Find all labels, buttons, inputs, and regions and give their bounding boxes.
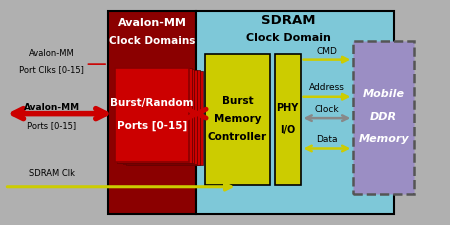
Text: Clock Domain: Clock Domain: [246, 33, 330, 43]
Bar: [196, 11, 394, 214]
Bar: [108, 11, 196, 214]
Text: Avalon-MM: Avalon-MM: [29, 50, 75, 58]
Text: Controller: Controller: [208, 132, 267, 142]
Text: Ports [0-15]: Ports [0-15]: [117, 121, 187, 131]
Text: Memory: Memory: [358, 135, 409, 144]
Text: Avalon-MM: Avalon-MM: [117, 18, 186, 27]
Text: Burst/Random: Burst/Random: [110, 98, 194, 108]
Text: SDRAM Clk: SDRAM Clk: [29, 169, 75, 178]
Text: Clock: Clock: [315, 105, 339, 114]
Bar: [128, 71, 202, 165]
Bar: [123, 70, 197, 164]
Text: DDR: DDR: [370, 112, 397, 122]
Bar: [353, 40, 414, 194]
Text: Port Clks [0-15]: Port Clks [0-15]: [19, 65, 84, 74]
Text: Burst: Burst: [221, 96, 253, 106]
Text: Data: Data: [316, 135, 338, 144]
Bar: [126, 70, 200, 165]
Text: Address: Address: [309, 83, 345, 92]
Bar: [120, 69, 194, 163]
Text: I/O: I/O: [280, 126, 295, 135]
Text: Ports [0-15]: Ports [0-15]: [27, 122, 76, 130]
Text: Mobile: Mobile: [363, 90, 405, 99]
Bar: [115, 68, 189, 162]
Text: Avalon-MM: Avalon-MM: [24, 104, 80, 112]
Bar: [274, 54, 301, 184]
Text: PHY: PHY: [276, 103, 299, 113]
Text: Clock Domains: Clock Domains: [109, 36, 195, 45]
Bar: [205, 54, 270, 184]
Text: SDRAM: SDRAM: [261, 14, 315, 27]
Text: Memory: Memory: [214, 114, 261, 124]
Bar: [117, 68, 192, 163]
Text: CMD: CMD: [316, 47, 338, 56]
